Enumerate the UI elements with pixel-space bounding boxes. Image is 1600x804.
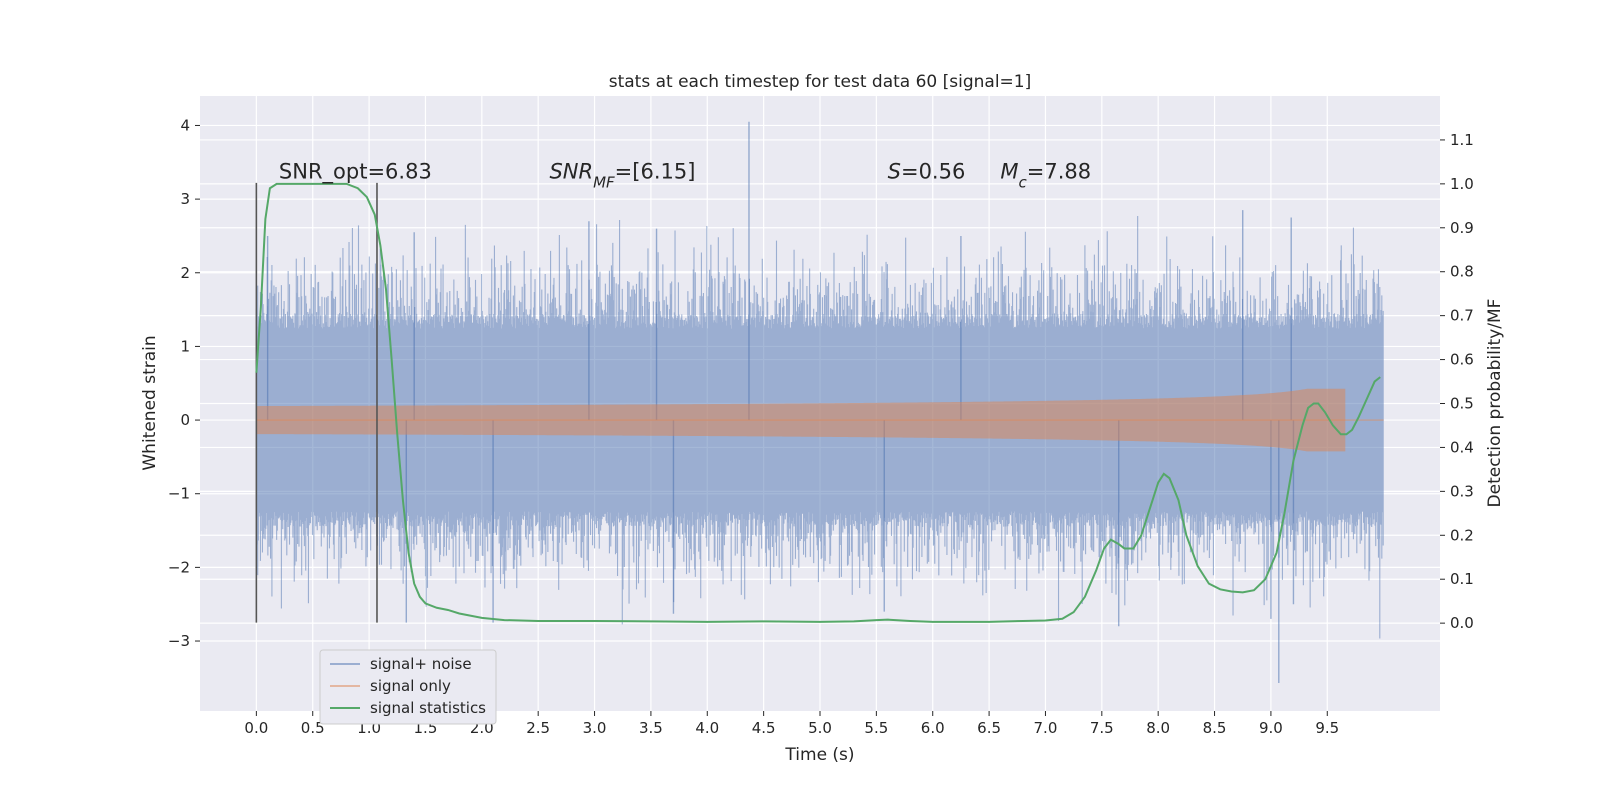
x-tick-label: 0.5 — [301, 719, 325, 737]
y2-tick-label: 0.2 — [1450, 526, 1474, 544]
y2-tick-label: 0.0 — [1450, 614, 1474, 632]
annotation: SNR_opt=6.83 — [279, 159, 432, 184]
signal-statistics-series — [255, 182, 1381, 623]
y-tick-label: 0 — [180, 411, 190, 429]
y2-tick-label: 0.1 — [1450, 570, 1474, 588]
y2-tick-label: 1.0 — [1450, 175, 1474, 193]
y-tick-label: −3 — [168, 632, 190, 650]
y2-tick-label: 0.5 — [1450, 395, 1474, 413]
y-tick-label: 1 — [180, 337, 190, 355]
x-tick-label: 4.0 — [695, 719, 719, 737]
x-tick-label: 3.0 — [583, 719, 607, 737]
x-tick-label: 0.0 — [244, 719, 268, 737]
y2-tick-label: 0.7 — [1450, 307, 1474, 325]
annotation: SNRMF=[6.15] — [549, 159, 695, 191]
legend-box — [319, 649, 497, 725]
y2-tick-label: 0.6 — [1450, 351, 1474, 369]
legend-label-signal-noise: signal+ noise — [370, 655, 472, 673]
y2-tick-label: 0.9 — [1450, 219, 1474, 237]
y2-tick-label: 0.4 — [1450, 438, 1474, 456]
vertical-markers — [255, 182, 378, 623]
x-tick-label: 7.5 — [1090, 719, 1114, 737]
x-tick-label: 2.5 — [526, 719, 550, 737]
legend: signal+ noise signal only signal statist… — [319, 649, 497, 725]
x-tick-label: 6.5 — [977, 719, 1001, 737]
y2-tick-label: 0.8 — [1450, 263, 1474, 281]
y2-axis-label: Detection probability/MF — [1485, 299, 1505, 508]
y2-tick-label: 1.1 — [1450, 131, 1474, 149]
x-tick-label: 8.0 — [1146, 719, 1170, 737]
y-tick-label: 4 — [180, 116, 190, 134]
y-tick-label: −1 — [168, 485, 190, 503]
statistics-line — [255, 182, 1381, 623]
y2-tick-label: 0.3 — [1450, 482, 1474, 500]
y-tick-label: 3 — [180, 190, 190, 208]
x-tick-label: 4.5 — [752, 719, 776, 737]
x-tick-label: 6.0 — [921, 719, 945, 737]
y-tick-label: −2 — [168, 558, 190, 576]
x-axis-label: Time (s) — [784, 745, 854, 765]
x-tick-label: 5.0 — [808, 719, 832, 737]
chart-title: stats at each timestep for test data 60 … — [609, 72, 1032, 92]
x-tick-label: 9.5 — [1315, 719, 1339, 737]
signal-only-series — [256, 388, 1384, 452]
x-tick-label: 9.0 — [1259, 719, 1283, 737]
y-axis-label: Whitened strain — [140, 335, 160, 470]
x-tick-label: 3.5 — [639, 719, 663, 737]
x-tick-label: 5.5 — [864, 719, 888, 737]
y-axis-ticks: −3 −2 −1 0 1 2 3 4 — [168, 116, 200, 650]
legend-label-signal-statistics: signal statistics — [370, 699, 486, 717]
x-tick-label: 7.0 — [1034, 719, 1058, 737]
x-tick-label: 8.5 — [1203, 719, 1227, 737]
y-tick-label: 2 — [180, 264, 190, 282]
annotation: S=0.56 — [888, 159, 966, 183]
annotation: Mc=7.88 — [1000, 159, 1091, 191]
y2-axis-ticks: 0.0 0.1 0.2 0.3 0.4 0.5 0.6 0.7 0.8 0.9 1.0 1.1 — [1440, 131, 1474, 632]
annotations: SNR_opt=6.83 SNRMF=[6.15] S=0.56 Mc=7.88 — [279, 159, 1091, 191]
legend-label-signal-only: signal only — [370, 677, 451, 695]
